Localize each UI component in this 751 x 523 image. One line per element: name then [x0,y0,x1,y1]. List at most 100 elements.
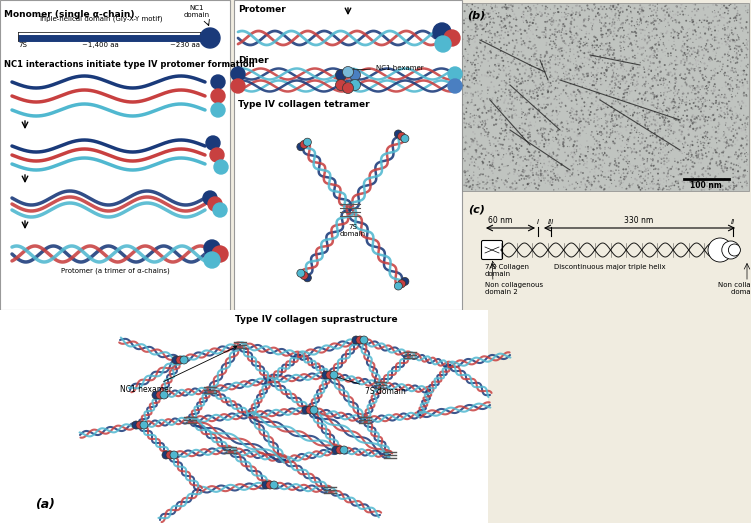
Point [600,137,612,145]
Point [679,58,691,66]
Point [719,92,731,100]
Circle shape [156,391,164,399]
Point [472,106,484,114]
Point [667,7,679,15]
Point [614,16,626,24]
Point [526,166,538,174]
Point [695,115,707,123]
Point [618,26,630,35]
Point [670,103,682,111]
Point [499,1,511,9]
Point [578,161,590,169]
Point [692,46,704,54]
Point [539,112,551,121]
Point [648,145,660,154]
Point [710,58,722,66]
Point [713,62,725,70]
Point [493,65,505,73]
Point [697,110,709,119]
Point [466,184,478,192]
Point [500,72,512,80]
Point [734,101,746,109]
Point [482,128,494,137]
Point [526,66,538,75]
Point [473,105,485,113]
Point [579,40,591,49]
Point [718,2,730,10]
Point [681,65,693,73]
Point [677,61,689,70]
Point [620,185,632,194]
Point [486,121,498,129]
Point [724,184,736,192]
Point [673,93,685,101]
Point [535,118,547,126]
Point [578,157,590,165]
Point [497,87,509,96]
Point [656,30,668,38]
Point [470,146,482,155]
Point [565,58,577,66]
Point [730,22,742,31]
Point [529,179,541,188]
Point [729,140,741,149]
Point [650,79,662,87]
Point [707,82,719,90]
Point [515,175,527,183]
Point [653,131,665,139]
Point [481,178,493,187]
Point [575,180,587,189]
Point [511,22,523,30]
Point [617,8,629,16]
Point [653,78,665,87]
Point [479,43,491,52]
Point [626,21,638,30]
Point [648,16,660,25]
Point [669,42,681,50]
Point [535,12,547,20]
Point [566,92,578,100]
Point [670,107,682,115]
Point [634,72,646,80]
Point [527,42,539,50]
Point [614,64,626,72]
Point [709,146,721,154]
Point [462,175,474,183]
Point [742,85,751,93]
Point [661,158,673,166]
Point [691,19,703,27]
Point [701,142,713,150]
Point [572,166,584,175]
Point [737,70,749,78]
Point [639,143,651,151]
Point [467,16,479,25]
Point [680,50,692,59]
Point [660,182,672,190]
Point [509,166,521,174]
Point [652,179,664,188]
Point [573,66,585,74]
Point [460,56,472,64]
Point [470,24,482,32]
Point [515,142,527,150]
Point [627,53,639,61]
Point [519,77,531,85]
Point [687,175,699,183]
Point [728,167,740,175]
Point [686,105,698,113]
Circle shape [203,191,217,205]
Point [547,165,559,174]
Point [711,44,723,52]
Point [701,45,713,53]
Point [684,177,696,186]
Point [545,99,557,108]
Point [728,130,740,139]
Point [702,3,714,11]
Point [665,180,677,189]
Point [475,176,487,185]
Point [577,110,589,119]
Point [558,138,570,146]
Point [601,5,613,13]
Point [542,177,554,185]
Point [645,100,657,109]
